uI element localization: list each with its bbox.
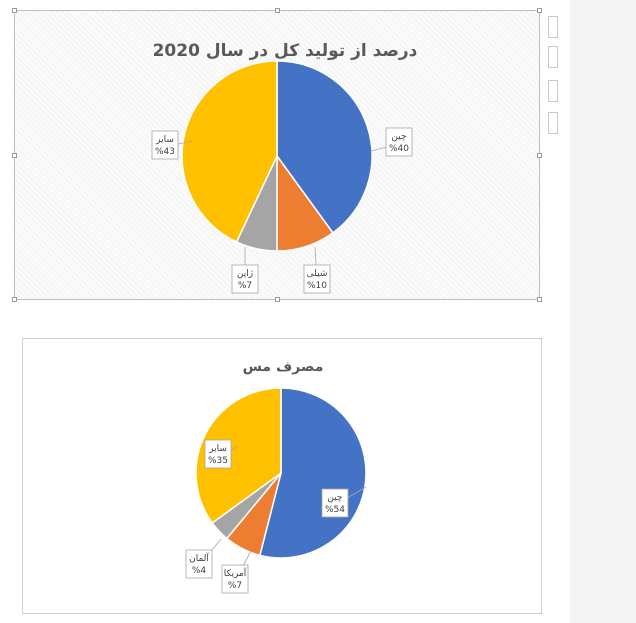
resize-handle-top-left[interactable] xyxy=(12,8,17,13)
resize-handle-top-right[interactable] xyxy=(537,8,542,13)
chart-options-button[interactable] xyxy=(548,112,558,134)
data-label-box[interactable] xyxy=(185,549,213,579)
resize-handle-right[interactable] xyxy=(537,153,542,158)
data-label-value: %4 xyxy=(192,566,207,576)
chart-title: مصرف مس xyxy=(243,359,324,375)
resize-handle-bottom-left[interactable] xyxy=(12,297,17,302)
chart-production-2020[interactable]: درصد از تولید کل در سال 2020 چین %40 شیلی %1… xyxy=(14,10,540,300)
resize-handle-bottom[interactable] xyxy=(275,297,280,302)
pie-slice[interactable] xyxy=(276,60,373,234)
data-label-category: شیلی xyxy=(307,269,328,279)
data-label-box[interactable] xyxy=(321,488,349,518)
workspace-background xyxy=(570,0,636,623)
pie-slice[interactable] xyxy=(195,387,282,525)
data-label-box[interactable] xyxy=(204,439,232,469)
data-label-value: %7 xyxy=(228,581,242,591)
data-label-box[interactable] xyxy=(221,564,249,594)
data-label-category: ژاپن xyxy=(237,269,253,279)
data-label-value: %10 xyxy=(307,281,327,291)
data-label-category: سایر xyxy=(155,135,174,145)
chart-title: درصد از تولید کل در سال 2020 xyxy=(153,41,418,61)
pie-chart-copper: مصرف مس چین %54 آمریکا %7 آلمان %4 سایر %35 xyxy=(185,359,367,594)
data-label-value: %35 xyxy=(208,456,228,466)
chart-elements-button[interactable] xyxy=(548,16,558,38)
data-label-category: آمریکا xyxy=(224,567,247,579)
data-label-value: %7 xyxy=(238,281,252,291)
data-label-value: %43 xyxy=(155,147,175,157)
chart-styles-button[interactable] xyxy=(548,46,558,68)
pie-chart-production: درصد از تولید کل در سال 2020 چین %40 شیلی %1… xyxy=(151,41,418,294)
chart-filters-button[interactable] xyxy=(548,80,558,102)
data-label-category: چین xyxy=(391,132,406,142)
data-label-box[interactable] xyxy=(231,264,259,294)
data-label-value: %40 xyxy=(389,144,409,154)
data-label-box[interactable] xyxy=(151,130,179,160)
resize-handle-left[interactable] xyxy=(12,153,17,158)
data-label-value: %54 xyxy=(325,505,345,515)
data-label-box[interactable] xyxy=(303,264,331,294)
chart-copper-consumption[interactable]: مصرف مس چین %54 آمریکا %7 آلمان %4 سایر %35 xyxy=(22,338,542,614)
data-label-box[interactable] xyxy=(385,127,413,157)
data-label-category: سایر xyxy=(208,444,227,454)
resize-handle-bottom-right[interactable] xyxy=(537,297,542,302)
resize-handle-top[interactable] xyxy=(275,8,280,13)
data-label-category: چین xyxy=(327,493,342,503)
pie-slice[interactable] xyxy=(181,60,278,243)
data-label-category: آلمان xyxy=(189,552,209,564)
